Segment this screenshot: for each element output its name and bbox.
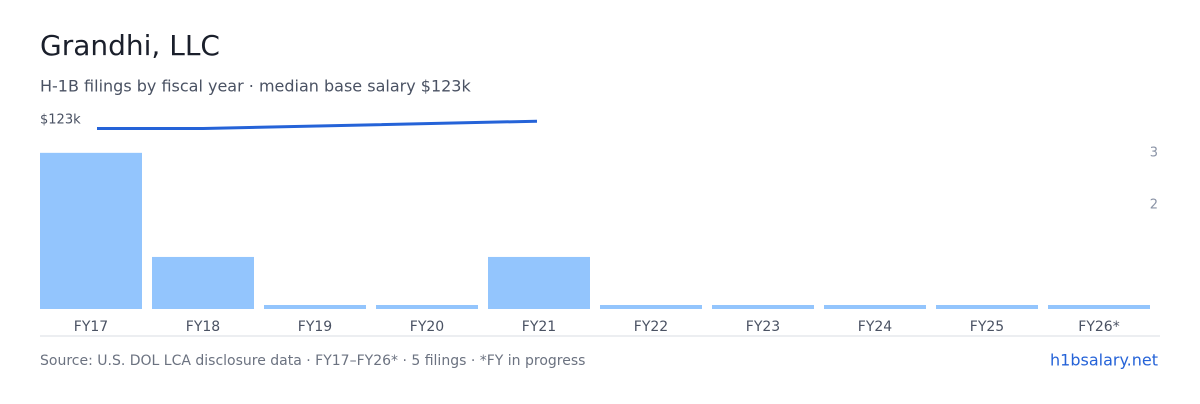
chart-subtitle: H-1B filings by fiscal year · median bas… — [40, 77, 471, 96]
x-tick-label: FY18 — [186, 319, 220, 335]
bar — [40, 152, 142, 309]
source-note: Source: U.S. DOL LCA disclosure data · F… — [40, 353, 585, 369]
y-tick-label: 3 — [1150, 145, 1158, 160]
bar — [376, 305, 478, 309]
bar — [152, 256, 254, 309]
bar — [824, 305, 926, 309]
x-tick-label: FY19 — [298, 319, 332, 335]
chart-title: Grandhi, LLC — [40, 29, 220, 62]
bar — [1048, 305, 1150, 309]
bar — [600, 305, 702, 309]
bar — [936, 305, 1038, 309]
bar — [264, 305, 366, 309]
x-tick-label: FY21 — [522, 319, 556, 335]
bar — [712, 305, 814, 309]
site-link[interactable]: h1bsalary.net — [1050, 351, 1158, 370]
x-tick-label: FY20 — [410, 319, 444, 335]
y-tick-label: 2 — [1150, 197, 1158, 212]
x-tick-label: FY17 — [74, 319, 108, 335]
x-tick-label: FY22 — [634, 319, 668, 335]
x-tick-label: FY24 — [858, 319, 893, 335]
salary-line — [97, 119, 538, 130]
x-tick-label: FY23 — [746, 319, 780, 335]
x-tick-label: FY26* — [1078, 319, 1119, 335]
x-tick-label: FY25 — [970, 319, 1004, 335]
bar — [488, 256, 590, 309]
salary-label: $123k — [40, 113, 81, 128]
